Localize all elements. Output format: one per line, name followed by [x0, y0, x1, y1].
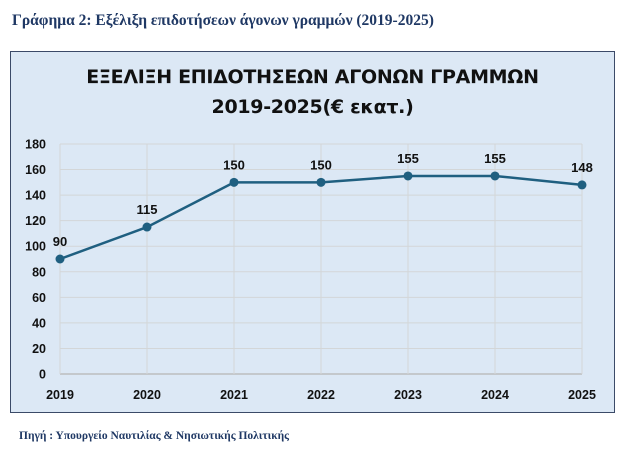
chart-title-line2: 2019-2025(€ εκατ.): [211, 96, 414, 118]
source-note: Πηγή : Υπουργείο Ναυτιλίας & Νησιωτικής …: [19, 430, 289, 442]
y-tick-label: 60: [32, 291, 46, 305]
data-label: 150: [223, 157, 245, 172]
x-tick-label: 2021: [220, 388, 248, 402]
data-label: 148: [571, 160, 593, 175]
data-label: 155: [484, 151, 506, 166]
x-tick-label: 2023: [394, 388, 422, 402]
chart-title-line1: ΕΞΕΛΙΞΗ ΕΠΙΔΟΤΗΣΕΩΝ ΑΓΟΝΩΝ ΓΡΑΜΜΩΝ: [86, 66, 539, 88]
data-label: 90: [53, 234, 67, 249]
y-tick-label: 120: [25, 214, 46, 228]
data-point: [490, 171, 500, 181]
data-point: [316, 177, 326, 187]
y-tick-label: 140: [25, 189, 46, 203]
y-tick-label: 100: [25, 240, 46, 254]
x-tick-label: 2024: [481, 388, 509, 402]
data-point: [403, 171, 413, 181]
data-point: [142, 222, 152, 232]
data-label: 150: [310, 157, 332, 172]
y-tick-label: 20: [32, 342, 46, 356]
x-tick-label: 2022: [307, 388, 335, 402]
figure-heading: Γράφημα 2: Εξέλιξη επιδοτήσεων άγονων γρ…: [12, 12, 434, 29]
x-tick-label: 2025: [568, 388, 596, 402]
y-tick-label: 0: [39, 368, 46, 382]
data-point: [55, 254, 65, 264]
data-point: [577, 180, 587, 190]
x-tick-label: 2020: [133, 388, 161, 402]
data-label: 115: [137, 202, 158, 217]
chart-container: [10, 51, 615, 413]
y-tick-label: 40: [32, 316, 46, 330]
y-tick-label: 180: [25, 138, 46, 152]
data-label: 155: [397, 151, 419, 166]
y-tick-label: 80: [32, 265, 46, 279]
y-tick-label: 160: [25, 163, 46, 177]
x-tick-label: 2019: [46, 388, 74, 402]
data-point: [229, 177, 239, 187]
